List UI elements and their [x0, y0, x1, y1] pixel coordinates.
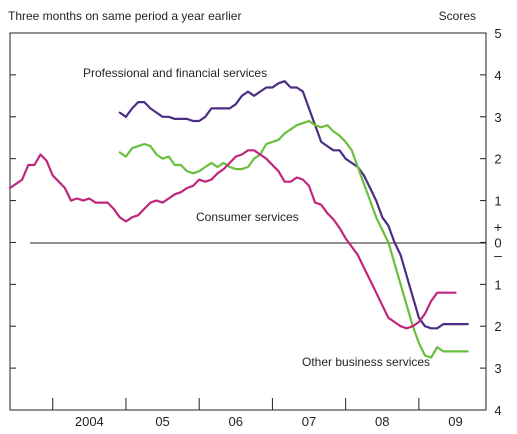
y-tick-label: 3: [494, 361, 501, 376]
series-line-other-business-services: [118, 119, 469, 359]
y-axis-labels: 5 4 3 2 1 0 1 2 3 4: [494, 26, 501, 418]
x-axis-labels: 2004 05 06 07 08 09: [75, 414, 463, 429]
chart-subtitle: Three months on same period a year earli…: [8, 9, 241, 23]
y-tick-label: 0: [494, 235, 501, 250]
x-tick-label: 08: [375, 414, 389, 429]
y-tick-label: 4: [494, 68, 501, 83]
plus-sign-label: +: [494, 219, 502, 235]
y-tick-label: 1: [494, 277, 501, 292]
series-lines: [8, 80, 469, 359]
minus-sign-label: –: [494, 247, 502, 263]
y-tick-label: 5: [494, 26, 501, 41]
annotation-consumer-services: Consumer services: [196, 210, 299, 224]
x-tick-label: 09: [448, 414, 462, 429]
y-tick-label: 2: [494, 152, 501, 167]
x-tick-label: 2004: [75, 414, 104, 429]
x-tick-label: 06: [229, 414, 243, 429]
annotation-other-business: Other business services: [302, 355, 430, 369]
units-label: Scores: [439, 9, 476, 23]
y-axis-ticks: [10, 32, 486, 411]
x-tick-label: 05: [155, 414, 169, 429]
annotation-professional-financial: Professional and financial services: [83, 66, 267, 80]
y-tick-label: 4: [494, 403, 501, 418]
plot-frame: [9, 32, 487, 411]
x-tick-label: 07: [302, 414, 316, 429]
y-tick-label: 3: [494, 110, 501, 125]
series-line-professional-and-financial-services: [118, 80, 469, 330]
y-tick-label: 2: [494, 319, 501, 334]
series-line-consumer-services: [8, 149, 457, 330]
x-axis-ticks: [52, 398, 420, 410]
y-tick-label: 1: [494, 194, 501, 209]
